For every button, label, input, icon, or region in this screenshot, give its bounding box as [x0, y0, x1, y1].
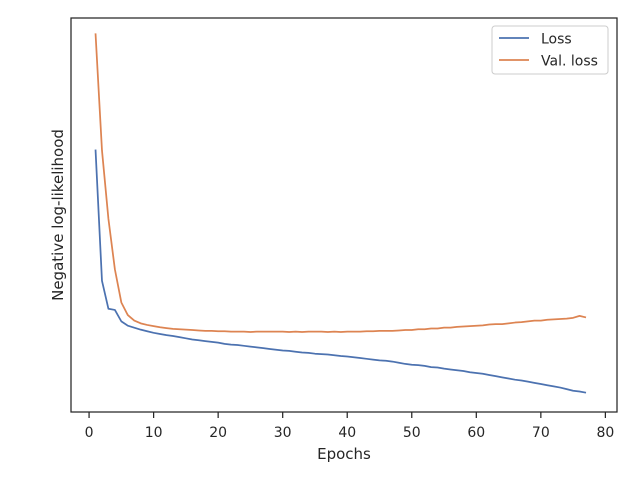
x-tick-label: 10 — [145, 425, 163, 441]
x-axis-ticks: 0 10 20 30 40 50 60 70 80 — [85, 412, 614, 441]
legend-label-loss: Loss — [541, 32, 572, 48]
x-tick-label: 0 — [85, 425, 94, 441]
x-tick-label: 50 — [403, 425, 421, 441]
x-tick-label: 80 — [596, 425, 614, 441]
x-axis-label: Epochs — [317, 445, 371, 463]
x-tick-label: 20 — [209, 425, 227, 441]
series-line-val-loss — [94, 33, 587, 333]
x-tick-label: 70 — [532, 425, 550, 441]
legend: Loss Val. loss — [491, 25, 609, 75]
legend-label-val-loss: Val. loss — [541, 54, 598, 70]
y-axis-label: Negative log-likelihood — [49, 129, 67, 301]
plot-frame — [70, 17, 618, 413]
x-tick-label: 40 — [338, 425, 356, 441]
series-layer — [94, 33, 587, 394]
series-line-loss — [94, 149, 587, 394]
x-tick-label: 60 — [467, 425, 485, 441]
x-tick-label: 30 — [274, 425, 292, 441]
